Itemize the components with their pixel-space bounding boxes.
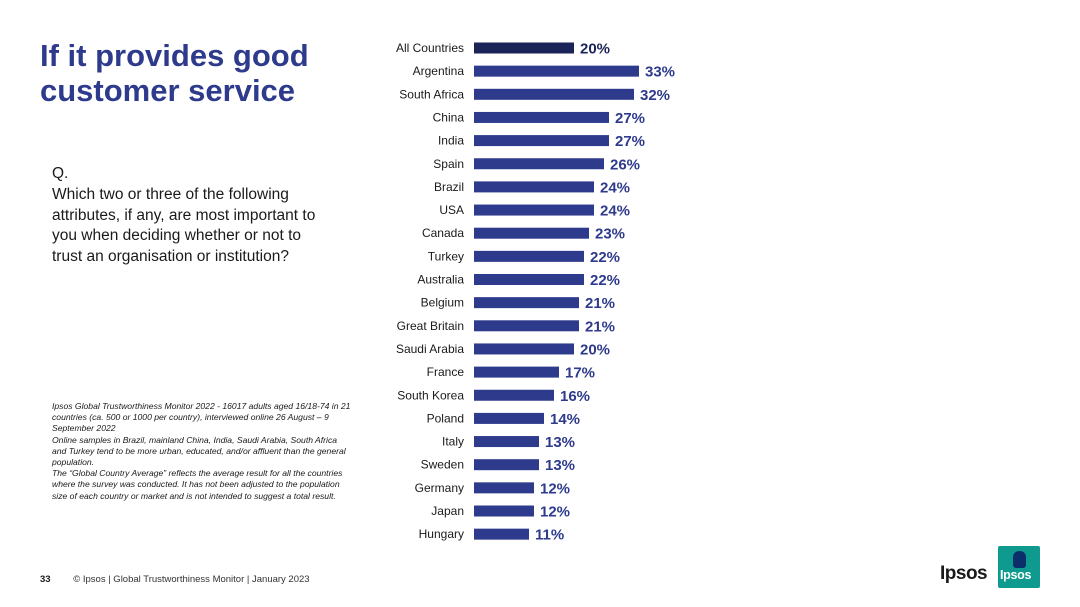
- bar: [474, 42, 574, 54]
- category-label: Japan: [431, 504, 464, 518]
- category-label: South Africa: [399, 87, 464, 101]
- category-label: Saudi Arabia: [396, 342, 464, 356]
- data-label: 32%: [640, 87, 670, 104]
- bar: [474, 158, 604, 170]
- data-label: 17%: [565, 365, 595, 382]
- data-label: 33%: [645, 64, 675, 81]
- category-label: Turkey: [428, 249, 464, 263]
- bar: [474, 412, 544, 424]
- category-label: Brazil: [434, 180, 464, 194]
- data-label: 16%: [560, 388, 590, 405]
- category-label: Hungary: [419, 527, 464, 541]
- category-label: Italy: [442, 435, 464, 449]
- bar: [474, 482, 534, 494]
- data-label: 21%: [585, 318, 615, 335]
- question-label: Q.: [52, 165, 69, 182]
- bar: [474, 366, 559, 378]
- category-label: All Countries: [396, 41, 464, 55]
- category-label: India: [438, 134, 464, 148]
- category-label: Poland: [427, 411, 464, 425]
- bar: [474, 343, 574, 355]
- data-label: 26%: [610, 156, 640, 173]
- data-label: 13%: [545, 434, 575, 451]
- data-label: 24%: [600, 203, 630, 220]
- data-label: 24%: [600, 179, 630, 196]
- bar: [474, 111, 609, 123]
- data-label: 23%: [595, 226, 625, 243]
- badge-mark-icon: [1013, 551, 1026, 568]
- category-label: France: [427, 365, 465, 379]
- methodology-note: Online samples in Brazil, mainland China…: [52, 434, 346, 468]
- methodology-note: The “Global Country Average” reflects th…: [52, 468, 343, 501]
- bar: [474, 436, 539, 448]
- footer: 33 © Ipsos | Global Trustworthiness Moni…: [40, 574, 310, 585]
- bar: [474, 320, 579, 332]
- data-label: 13%: [545, 457, 575, 474]
- bar: [474, 65, 639, 77]
- survey-question: Q. Which two or three of the following a…: [52, 164, 322, 268]
- bar: [474, 135, 609, 147]
- data-label: 21%: [585, 295, 615, 312]
- bar: [474, 528, 529, 540]
- category-label: Spain: [433, 157, 464, 171]
- data-label: 12%: [540, 504, 570, 521]
- footer-text: © Ipsos | Global Trustworthiness Monitor…: [73, 574, 310, 585]
- category-label: Germany: [415, 481, 464, 495]
- category-label: Australia: [417, 273, 464, 287]
- data-label: 22%: [590, 249, 620, 266]
- data-label: 14%: [550, 411, 580, 428]
- category-label: USA: [439, 203, 464, 217]
- data-label: 27%: [615, 133, 645, 150]
- bar: [474, 505, 534, 517]
- bar: [474, 250, 584, 262]
- category-label: Argentina: [413, 64, 465, 78]
- methodology-note: Ipsos Global Trustworthiness Monitor 202…: [52, 401, 351, 434]
- category-label: Sweden: [421, 458, 464, 472]
- data-label: 20%: [580, 41, 610, 58]
- bar: [474, 204, 594, 216]
- bar: [474, 297, 579, 309]
- category-label: China: [433, 110, 465, 124]
- page-title: If it provides good customer service: [40, 38, 309, 108]
- bar: [474, 181, 594, 193]
- data-label: 12%: [540, 480, 570, 497]
- data-label: 11%: [535, 527, 564, 544]
- question-text: Which two or three of the following attr…: [52, 185, 316, 266]
- methodology-notes: Ipsos Global Trustworthiness Monitor 202…: [52, 401, 352, 502]
- bar: [474, 389, 554, 401]
- bar: [474, 88, 634, 100]
- bar-chart: All Countries 20% Argentina 33% South Africa…: [396, 41, 675, 544]
- badge-text: Ipsos: [1000, 568, 1032, 582]
- category-label: Great Britain: [397, 319, 464, 333]
- bar: [474, 459, 539, 471]
- ipsos-wordmark: Ipsos: [940, 563, 988, 584]
- category-label: South Korea: [397, 388, 464, 402]
- data-label: 20%: [580, 341, 610, 358]
- page-number: 33: [40, 574, 51, 585]
- category-label: Belgium: [421, 296, 464, 310]
- data-label: 22%: [590, 272, 620, 289]
- bar: [474, 274, 584, 285]
- category-label: Canada: [422, 226, 464, 240]
- ipsos-logo-icon: Ipsos: [998, 546, 1040, 588]
- data-label: 27%: [615, 110, 645, 127]
- bar: [474, 227, 589, 239]
